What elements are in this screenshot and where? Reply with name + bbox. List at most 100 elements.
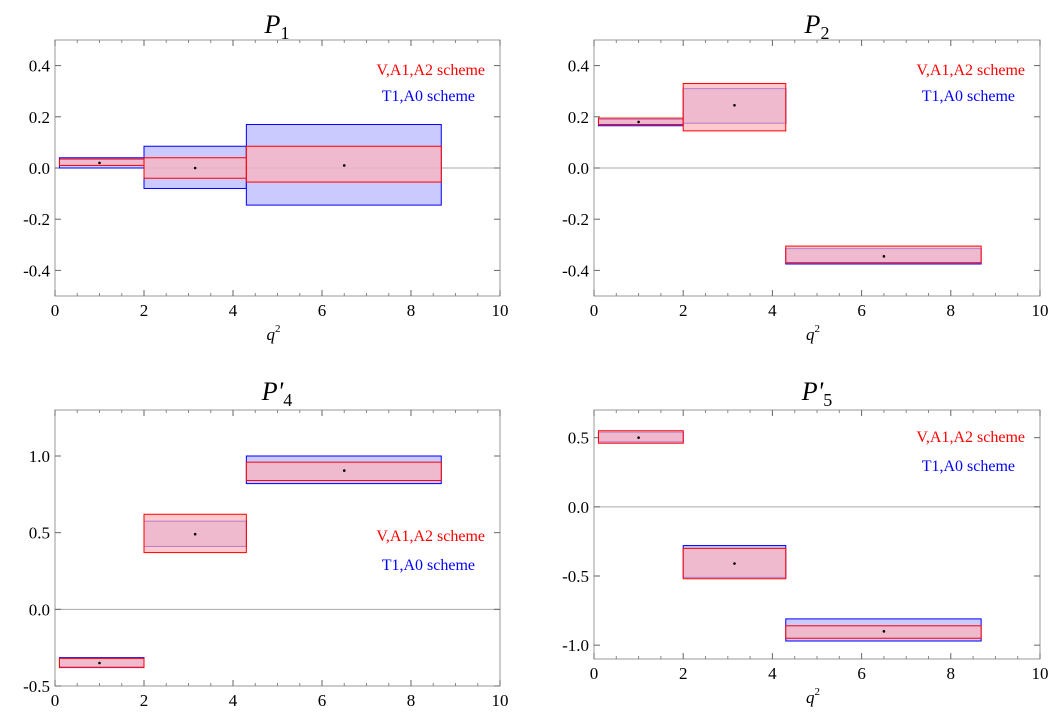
y-tick-label: 1.0 [29,447,50,466]
central-value-point [882,630,886,633]
central-value-point [637,436,640,439]
panel-title-main: P [804,10,821,39]
panel-title-subscript: 1 [280,23,289,43]
x-tick-label: 8 [947,301,956,320]
legend-entry-scheme-b: T1,A0 scheme [382,557,475,574]
panel-title-main: P' [801,377,824,406]
central-value-point [193,532,197,536]
y-tick-label: 0.2 [568,108,589,127]
scheme-a-bin-1 [597,430,684,444]
y-tick-label: 0.2 [29,108,50,127]
central-value-point [733,562,736,565]
panel-title: P2 [804,10,830,43]
x-tick-label: 10 [492,301,509,320]
central-value-point [98,161,101,165]
central-value-point [733,103,736,107]
x-axis-label-main: q [267,325,276,344]
x-tick-label: 6 [318,691,327,710]
x-tick-label: 6 [857,664,866,683]
y-tick-label: 0.0 [29,159,50,178]
legend: V,A1,A2 scheme T1,A0 scheme [916,62,1025,105]
panel-title-subscript: 5 [823,390,832,410]
central-value-point [193,166,197,170]
scheme-a-bin-3 [785,245,982,264]
scheme-a-bin-1 [58,657,145,669]
y-tick-label: 0.0 [568,498,589,517]
legend-entry-scheme-a: V,A1,A2 scheme [376,528,485,545]
y-tick-label: -0.2 [23,210,50,229]
x-tick-label: 2 [679,301,688,320]
x-tick-label: 4 [768,301,777,320]
x-tick-label: 2 [679,664,688,683]
scheme-a-bin-1 [58,158,145,166]
y-tick-label: -0.4 [562,261,589,280]
panel-title: P'5 [801,377,832,410]
x-tick-label: 0 [51,691,60,710]
x-tick-label: 6 [318,301,327,320]
central-value-point [342,469,346,472]
legend-entry-scheme-b: T1,A0 scheme [922,458,1015,475]
scheme-a-bin-3 [245,145,442,183]
plot-frame [54,409,501,687]
y-tick-label: -0.5 [23,677,50,696]
x-tick-label: 4 [229,301,238,320]
x-axis-label-main: q [806,688,815,707]
x-tick-label: 0 [51,301,60,320]
x-axis-label-superscript: 2 [815,686,821,698]
scheme-a-bin-2 [682,83,787,132]
x-axis-label: q2 [806,323,820,344]
y-tick-label: -0.5 [562,567,589,586]
x-tick-label: 10 [1032,301,1049,320]
x-axis-label: q2 [267,323,281,344]
x-axis-label-main: q [806,325,815,344]
legend-entry-scheme-b: T1,A0 scheme [382,88,475,105]
x-tick-label: 4 [768,664,777,683]
x-axis-label-superscript: 2 [815,323,821,335]
panel-title: P1 [264,10,290,43]
x-tick-label: 8 [407,691,416,710]
x-tick-label: 0 [590,301,599,320]
x-tick-label: 0 [590,664,599,683]
x-tick-label: 10 [492,691,509,710]
panel-title-subscript: 2 [820,23,829,43]
y-tick-label: 0.4 [29,57,51,76]
panel-title-main: P [264,10,281,39]
legend: V,A1,A2 scheme T1,A0 scheme [376,62,485,105]
x-tick-label: 2 [140,301,149,320]
y-tick-label: 0.0 [568,159,589,178]
legend-entry-scheme-b: T1,A0 scheme [922,88,1015,105]
panel-title-subscript: 4 [283,390,292,410]
x-tick-label: 10 [1032,664,1049,683]
legend-entry-scheme-a: V,A1,A2 scheme [916,429,1025,446]
legend-entry-scheme-a: V,A1,A2 scheme [916,62,1025,79]
legend-entry-scheme-a: V,A1,A2 scheme [376,62,485,79]
central-value-point [882,255,886,258]
legend: V,A1,A2 scheme T1,A0 scheme [376,528,485,574]
central-value-point [637,120,640,124]
x-tick-label: 8 [947,664,956,683]
scheme-a-bin-1 [597,117,684,125]
y-tick-label: 0.5 [29,524,50,543]
x-tick-label: 2 [140,691,149,710]
panel-title: P'4 [261,377,292,410]
central-value-point [342,164,346,167]
y-tick-label: -1.0 [562,636,589,655]
x-tick-label: 8 [407,301,416,320]
panel-title-main: P' [261,377,284,406]
y-tick-label: -0.2 [562,210,589,229]
scheme-a-bin-2 [682,547,787,580]
x-axis-label: q2 [806,686,820,707]
x-tick-label: 4 [229,691,238,710]
central-value-point [98,661,101,665]
y-tick-label: 0.0 [29,600,50,619]
y-tick-label: -0.4 [23,261,50,280]
y-tick-label: 0.5 [568,429,589,448]
legend: V,A1,A2 scheme T1,A0 scheme [916,429,1025,475]
y-tick-label: 0.4 [568,57,590,76]
x-axis-label-superscript: 2 [275,323,281,335]
